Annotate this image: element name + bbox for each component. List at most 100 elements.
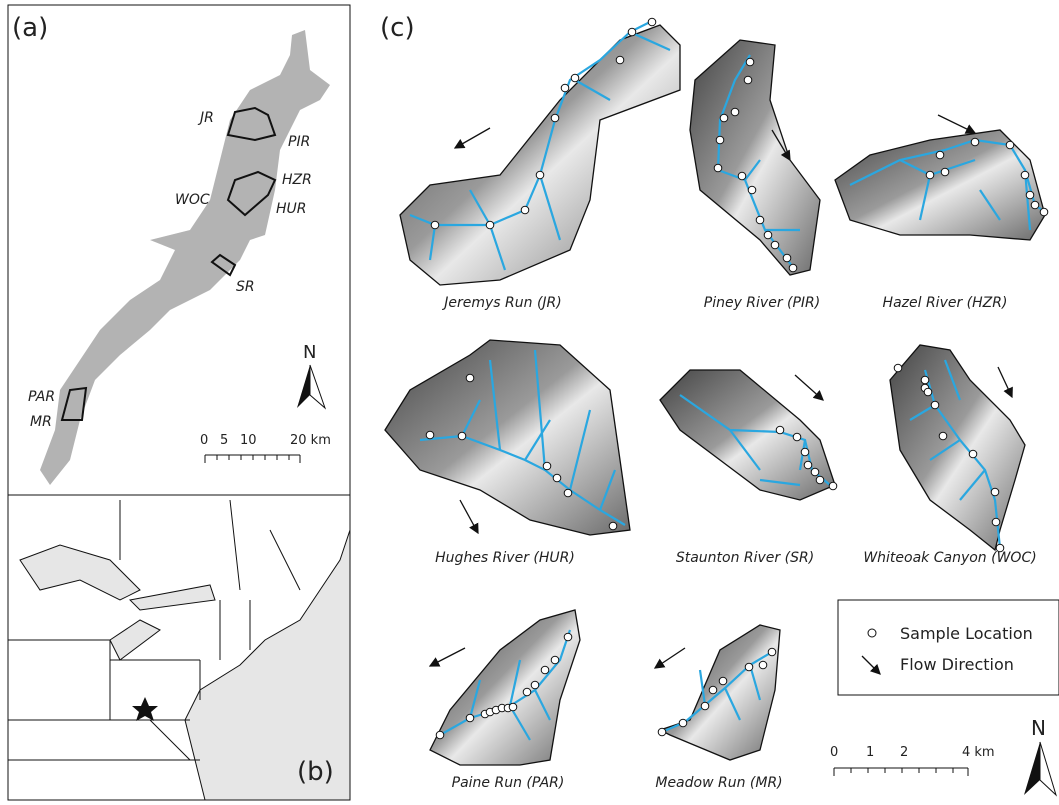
scale-label: 1 bbox=[866, 745, 874, 760]
flow-direction bbox=[795, 375, 823, 400]
watershed bbox=[690, 40, 820, 275]
sample-location bbox=[541, 666, 549, 674]
legend-box bbox=[838, 600, 1059, 695]
sample-location bbox=[816, 476, 824, 484]
panel-label: (a) bbox=[12, 13, 48, 43]
scale-label: 20 km bbox=[290, 433, 331, 448]
sample-location bbox=[564, 489, 572, 497]
north-arrow bbox=[1024, 742, 1040, 795]
sample-location bbox=[921, 376, 929, 384]
sample-location bbox=[561, 84, 569, 92]
sample-location bbox=[648, 18, 656, 26]
figure: (a) JR PIR HZR WOC HUR SR PAR MR N 0 5 1… bbox=[0, 0, 1059, 805]
sample-location bbox=[756, 216, 764, 224]
sample-location bbox=[894, 364, 902, 372]
sample-location bbox=[793, 433, 801, 441]
sample-location bbox=[1040, 208, 1048, 216]
panel-label: (c) bbox=[380, 13, 415, 43]
sample-location bbox=[744, 76, 752, 84]
sample-location bbox=[746, 58, 754, 66]
watershed-label: HUR bbox=[276, 201, 307, 217]
flow-direction bbox=[998, 367, 1012, 397]
sample-location bbox=[701, 702, 709, 710]
sample-location bbox=[731, 108, 739, 116]
sample-location bbox=[609, 522, 617, 530]
scale-bar bbox=[834, 768, 968, 776]
panel-a: (a) JR PIR HZR WOC HUR SR PAR MR N 0 5 1… bbox=[8, 5, 350, 495]
sample-location bbox=[486, 221, 494, 229]
sample-location bbox=[971, 138, 979, 146]
sample-location bbox=[509, 703, 517, 711]
sample-location bbox=[811, 468, 819, 476]
sample-location bbox=[1031, 201, 1039, 209]
sample-location bbox=[551, 656, 559, 664]
sample-location bbox=[936, 151, 944, 159]
scale-label: 2 bbox=[900, 745, 908, 760]
watershed-label: SR bbox=[236, 279, 255, 295]
panel-c: (c) Jeremys Run (JR) Piney River (PIR) Haz… bbox=[380, 13, 1059, 795]
watershed-caption: Jeremys Run (JR) bbox=[441, 295, 561, 311]
sample-location bbox=[1021, 171, 1029, 179]
sample-location bbox=[628, 28, 636, 36]
sample-location bbox=[771, 241, 779, 249]
legend-label: Flow Direction bbox=[900, 655, 1014, 674]
watershed bbox=[660, 370, 835, 500]
sample-location bbox=[768, 648, 776, 656]
watershed-caption: Whiteoak Canyon (WOC) bbox=[863, 550, 1036, 566]
sample-location bbox=[720, 114, 728, 122]
watershed-label: JR bbox=[197, 110, 214, 126]
sample-location bbox=[658, 728, 666, 736]
sample-location bbox=[991, 488, 999, 496]
sample-location bbox=[564, 633, 572, 641]
sample-location bbox=[764, 231, 772, 239]
sample-location bbox=[531, 681, 539, 689]
flow-direction bbox=[455, 128, 490, 148]
sample-location bbox=[431, 221, 439, 229]
watershed-label: WOC bbox=[175, 192, 210, 208]
sample-location bbox=[714, 164, 722, 172]
scale-label: 0 bbox=[830, 745, 838, 760]
legend-label: Sample Location bbox=[900, 624, 1033, 643]
sample-location bbox=[521, 206, 529, 214]
watershed bbox=[430, 610, 580, 765]
watershed-label: HZR bbox=[282, 172, 312, 188]
sample-location bbox=[738, 172, 746, 180]
sample-location bbox=[745, 663, 753, 671]
watershed-caption: Meadow Run (MR) bbox=[655, 775, 782, 791]
sample-location bbox=[829, 482, 837, 490]
watershed-label: PIR bbox=[288, 134, 310, 150]
sample-location bbox=[716, 136, 724, 144]
sample-location bbox=[553, 474, 561, 482]
watershed-caption: Piney River (PIR) bbox=[704, 295, 821, 311]
scale-label: 10 bbox=[240, 433, 257, 448]
sample-location bbox=[941, 168, 949, 176]
scale-label: 4 km bbox=[962, 745, 995, 760]
sample-location bbox=[719, 677, 727, 685]
sample-location bbox=[801, 448, 809, 456]
sample-location bbox=[1006, 141, 1014, 149]
watershed-caption: Hughes River (HUR) bbox=[435, 550, 575, 566]
sample-location bbox=[789, 264, 797, 272]
flow-direction bbox=[430, 648, 465, 666]
watershed-caption: Paine Run (PAR) bbox=[452, 775, 565, 791]
sample-location bbox=[783, 254, 791, 262]
sample-location bbox=[679, 719, 687, 727]
sample-location bbox=[543, 462, 551, 470]
legend-symbol bbox=[868, 629, 876, 637]
sample-location bbox=[776, 426, 784, 434]
sample-location bbox=[458, 432, 466, 440]
sample-location bbox=[748, 186, 756, 194]
scale-label: 5 bbox=[220, 433, 228, 448]
flow-direction bbox=[655, 648, 685, 668]
panel-b: (b) bbox=[8, 495, 350, 800]
scale-label: 0 bbox=[200, 433, 208, 448]
watershed-caption: Hazel River (HZR) bbox=[883, 295, 1008, 311]
sample-location bbox=[523, 688, 531, 696]
sample-location bbox=[709, 686, 717, 694]
sample-location bbox=[969, 450, 977, 458]
sample-location bbox=[1026, 191, 1034, 199]
sample-location bbox=[551, 114, 559, 122]
sample-location bbox=[436, 731, 444, 739]
sample-location bbox=[804, 461, 812, 469]
sample-location bbox=[924, 388, 932, 396]
